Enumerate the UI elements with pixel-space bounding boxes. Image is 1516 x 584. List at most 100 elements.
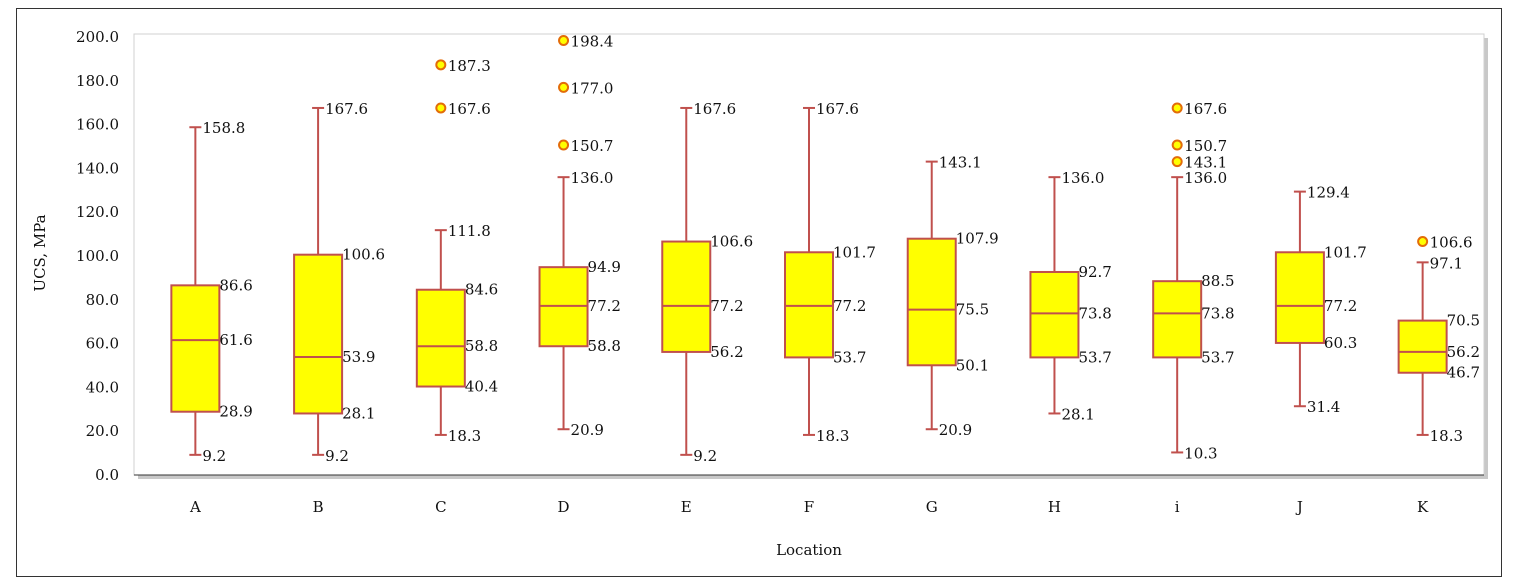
q3-label: 94.9 (588, 258, 621, 276)
y-tick-label: 160.0 (76, 116, 119, 134)
x-tick-label: i (1175, 498, 1180, 516)
min-label: 20.9 (571, 421, 604, 439)
outlier-label: 106.6 (1430, 234, 1473, 252)
box-series: 158.8 9.2 86.6 61.6 28.9 167.6 9.2 100.6 53.9 28.… (170, 33, 1480, 465)
iqr-box (906, 237, 957, 367)
box-J: 129.4 31.4 101.7 77.2 60.3 (1274, 184, 1367, 416)
box-F: 167.6 18.3 101.7 77.2 53.7 (784, 100, 876, 445)
iqr-box (1029, 270, 1080, 359)
box-G: 143.1 20.9 107.9 75.5 50.1 (906, 154, 999, 439)
outlier-label: 187.3 (448, 57, 491, 75)
outlier-label: 167.6 (448, 100, 491, 118)
q1-label: 50.1 (956, 356, 989, 374)
q1-label: 53.7 (1078, 348, 1111, 366)
outlier-label: 150.7 (1184, 137, 1227, 155)
x-tick-label: D (558, 498, 570, 516)
y-tick-label: 100.0 (76, 247, 119, 265)
max-label: 167.6 (325, 100, 368, 118)
iqr-box (784, 251, 834, 359)
x-tick-label: H (1048, 498, 1061, 516)
q1-label: 40.4 (465, 378, 498, 396)
min-label: 9.2 (325, 447, 349, 465)
median-label: 77.2 (833, 297, 866, 315)
y-tick-label: 120.0 (76, 203, 119, 221)
max-label: 136.0 (1184, 169, 1227, 187)
box-D: 136.0 20.9 94.9 77.2 58.8 150.7 177.0 198.4 (538, 33, 621, 439)
box-E: 167.6 9.2 106.6 77.2 56.2 (661, 100, 753, 465)
outlier-point (1417, 236, 1429, 248)
median-label: 77.2 (588, 297, 621, 315)
iqr-box (1274, 251, 1325, 344)
box-plot-chart: 0.0 20.0 40.0 60.0 80.0 100.0 120.0 140.0 160.0 1… (31, 28, 1488, 559)
max-label: 143.1 (939, 154, 982, 172)
y-tick-label: 80.0 (86, 291, 119, 309)
box-A: 158.8 9.2 86.6 61.6 28.9 (170, 119, 253, 465)
q3-label: 88.5 (1201, 272, 1234, 290)
outlier-label: 167.6 (1184, 100, 1227, 118)
min-label: 10.3 (1184, 444, 1217, 462)
median-label: 58.8 (465, 337, 498, 355)
max-label: 158.8 (202, 119, 245, 137)
median-label: 73.8 (1201, 304, 1234, 322)
median-label: 77.2 (1324, 297, 1357, 315)
max-label: 111.8 (448, 222, 491, 240)
q3-label: 106.6 (710, 233, 753, 251)
iqr-box (293, 253, 344, 415)
q1-label: 60.3 (1324, 334, 1357, 352)
outlier-point (558, 35, 570, 47)
q3-label: 101.7 (1324, 243, 1367, 261)
q1-label: 53.7 (833, 348, 866, 366)
x-tick-label: B (313, 498, 324, 516)
min-label: 20.9 (939, 421, 972, 439)
outlier-point (435, 102, 447, 114)
y-tick-label: 180.0 (76, 72, 119, 90)
iqr-box (1397, 319, 1448, 374)
x-tick-label: J (1295, 498, 1303, 516)
y-tick-label: 0.0 (95, 466, 119, 484)
x-tick-label: A (189, 498, 201, 516)
iqr-box (1152, 280, 1203, 359)
outlier-point (558, 139, 570, 151)
x-tick-label: G (926, 498, 938, 516)
x-tick-label: K (1417, 498, 1429, 516)
x-tick-label: E (681, 498, 692, 516)
min-label: 9.2 (202, 447, 226, 465)
max-label: 167.6 (816, 100, 859, 118)
y-tick-label: 140.0 (76, 159, 119, 177)
q3-label: 101.7 (833, 243, 876, 261)
outlier-label: 198.4 (571, 33, 614, 51)
iqr-box (661, 240, 712, 353)
q3-label: 107.9 (956, 230, 999, 248)
q3-label: 100.6 (342, 246, 385, 264)
q1-label: 28.1 (342, 404, 375, 422)
outlier-point (1171, 102, 1183, 114)
box-K: 97.1 18.3 70.5 56.2 46.7 106.6 (1397, 234, 1480, 445)
q3-label: 86.6 (219, 276, 252, 294)
median-label: 61.6 (219, 331, 252, 349)
median-label: 53.9 (342, 348, 375, 366)
box-C: 111.8 18.3 84.6 58.8 40.4 167.6 187.3 (415, 57, 498, 445)
max-label: 136.0 (1061, 169, 1104, 187)
median-label: 56.2 (1447, 343, 1480, 361)
q1-label: 53.7 (1201, 348, 1234, 366)
median-label: 77.2 (710, 297, 743, 315)
x-tick-label: F (804, 498, 814, 516)
min-label: 18.3 (1430, 427, 1463, 445)
x-axis-title: Location (776, 541, 842, 559)
min-label: 18.3 (448, 427, 481, 445)
y-tick-label: 200.0 (76, 28, 119, 46)
x-tick-label: C (435, 498, 446, 516)
box-H: 136.0 28.1 92.7 73.8 53.7 (1029, 169, 1112, 423)
outlier-point (1171, 156, 1183, 168)
outlier-label: 143.1 (1184, 154, 1227, 172)
max-label: 167.6 (693, 100, 736, 118)
q1-label: 28.9 (219, 403, 252, 421)
outlier-point (435, 59, 447, 71)
outlier-point (558, 81, 570, 93)
y-tick-label: 40.0 (86, 378, 119, 396)
min-label: 31.4 (1307, 398, 1340, 416)
q3-label: 92.7 (1078, 263, 1111, 281)
q3-label: 70.5 (1447, 312, 1480, 330)
